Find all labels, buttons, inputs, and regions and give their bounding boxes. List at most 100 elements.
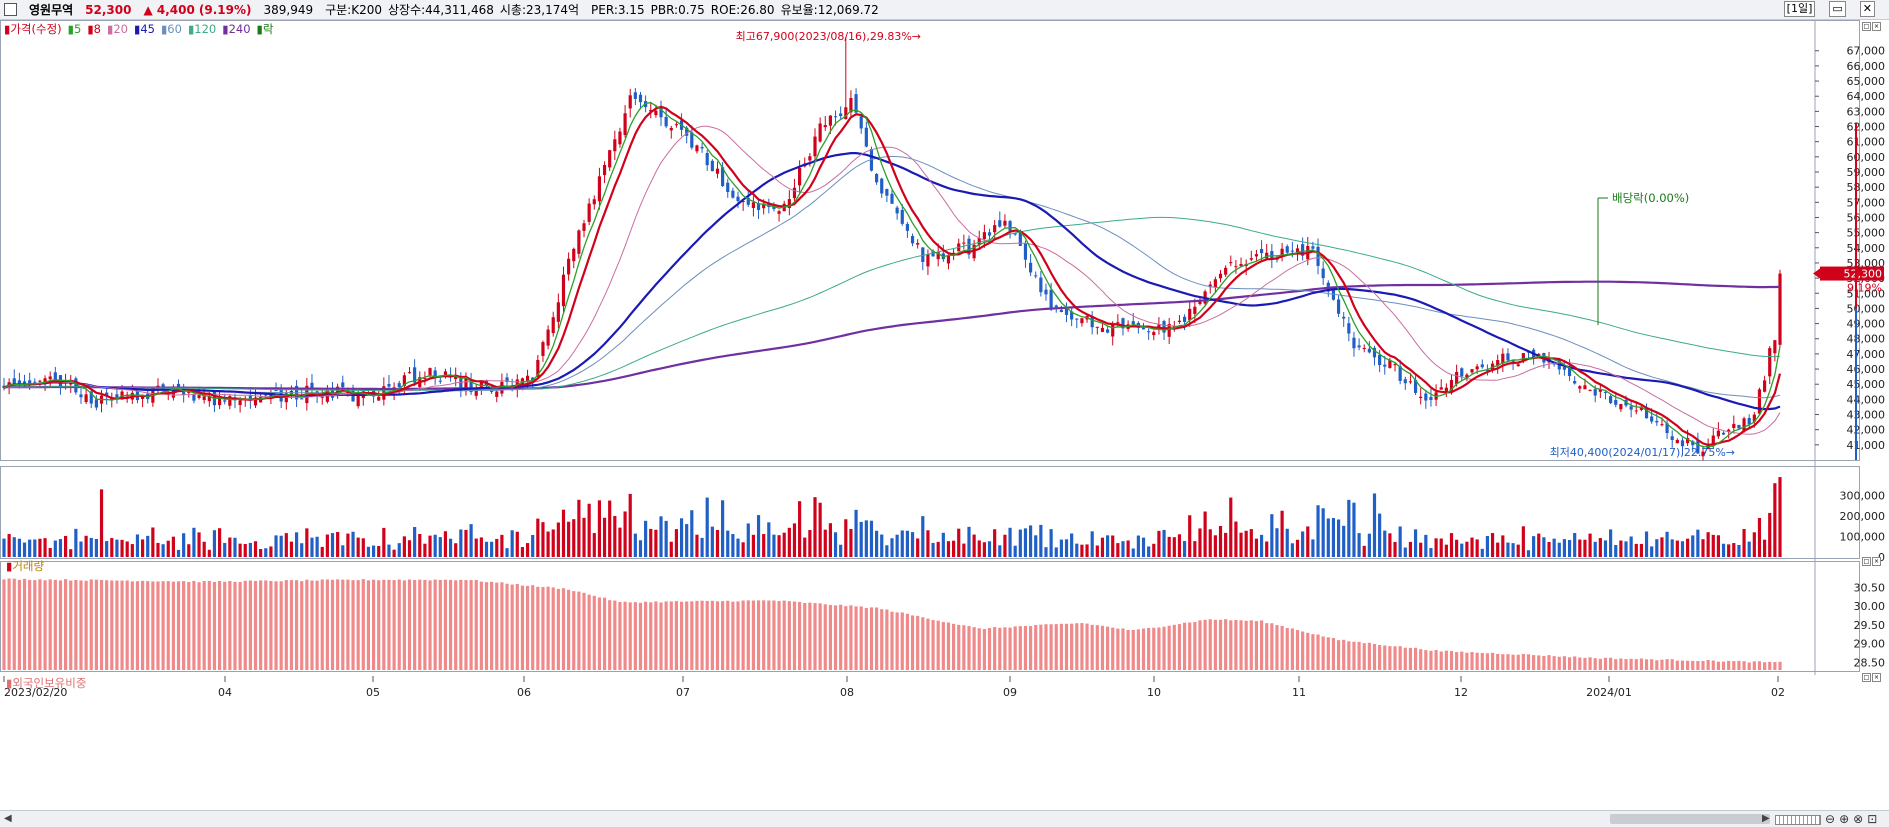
foreign-bar: [423, 579, 427, 670]
foreign-bar: [140, 580, 145, 670]
foreign-bar: [900, 612, 904, 670]
stock-name[interactable]: 영원무역: [29, 3, 74, 17]
volume-bar: [187, 544, 191, 557]
volume-bar: [284, 533, 288, 557]
candle-body: [192, 394, 196, 401]
volume-bar: [977, 540, 981, 557]
volume-bar: [105, 541, 109, 557]
zoom-out-icon[interactable]: ⊖: [1825, 812, 1836, 826]
foreign-bar: [1778, 661, 1782, 670]
minimize-icon[interactable]: ▭: [1829, 1, 1846, 17]
volume-bar: [726, 530, 730, 557]
foreign-bar: [1064, 623, 1069, 670]
foreign-bar: [330, 579, 335, 670]
period-button[interactable]: [1일]: [1783, 1, 1816, 17]
high-annotation: 최고67,900(2023/08/16),29.83%→: [736, 30, 921, 43]
candle-body: [1778, 273, 1782, 345]
scroll-left-icon[interactable]: ◀: [4, 813, 12, 824]
candle-body: [700, 147, 704, 149]
foreign-panel-restore-icon[interactable]: □: [1862, 673, 1871, 682]
foreign-bar: [1270, 623, 1274, 670]
legend-item: ▮가격(수정): [4, 22, 62, 36]
volume-bar: [941, 532, 945, 557]
foreign-bar: [772, 600, 776, 670]
volume-bar: [1378, 513, 1382, 557]
volume-bar: [1747, 541, 1751, 557]
volume-tick-label: 0: [1878, 551, 1885, 564]
candle-body: [1198, 299, 1202, 304]
volume-bar: [864, 520, 868, 557]
ma-line-60: [3, 155, 1781, 399]
candle-body: [1506, 353, 1510, 361]
candle-body: [1501, 353, 1505, 364]
stock-chart[interactable]: 최고67,900(2023/08/16),29.83%→ 최저40,400(202…: [0, 20, 1889, 810]
candle-body: [1316, 246, 1320, 266]
foreign-bar: [859, 606, 863, 670]
candle-body: [253, 397, 258, 406]
volume-panel-restore-icon[interactable]: □: [1862, 557, 1871, 566]
panel-close-icon[interactable]: ×: [1872, 22, 1881, 31]
volume-bar: [1167, 536, 1171, 557]
volume-bar: [844, 519, 848, 557]
foreign-bar: [623, 601, 627, 670]
ma-line-5: [3, 102, 1781, 448]
x-tick-label: 02: [1771, 686, 1785, 699]
horizontal-scrollbar[interactable]: ◀ ▶ ⊖ ⊕ ⊗ ⊡: [0, 810, 1889, 827]
volume-bar: [1475, 539, 1479, 557]
select-checkbox[interactable]: [4, 3, 17, 16]
foreign-bar: [546, 586, 550, 670]
volume-bar: [731, 534, 735, 557]
range-slider-icon[interactable]: [1775, 815, 1821, 825]
foreign-bar: [346, 579, 350, 670]
foreign-bar: [500, 582, 504, 670]
scroll-right-icon[interactable]: ▶: [1762, 813, 1770, 824]
candle-body: [1059, 309, 1063, 313]
candle-body: [674, 124, 679, 126]
volume-bar: [351, 531, 355, 557]
volume-bar: [1229, 497, 1233, 557]
volume-bar: [2, 538, 6, 557]
foreign-bar: [1018, 626, 1022, 670]
foreign-bar: [161, 581, 165, 670]
foreign-bar: [1352, 641, 1356, 670]
volume-bar: [1439, 538, 1443, 557]
foreign-bar: [341, 579, 345, 670]
volume-bar: [1501, 535, 1505, 557]
candle-body: [1552, 363, 1556, 365]
price-tick-label: 55,000: [1847, 227, 1886, 240]
zoom-in-icon[interactable]: ⊕: [1839, 812, 1850, 826]
volume-bar: [17, 538, 21, 557]
foreign-bar: [17, 579, 21, 670]
volume-panel-close-icon[interactable]: ×: [1872, 557, 1881, 566]
zoom-reset-icon[interactable]: ⊗: [1853, 812, 1864, 826]
volume-bar: [1013, 545, 1017, 557]
foreign-bar: [1213, 619, 1217, 670]
candle-body: [849, 97, 853, 113]
volume-bar: [1059, 539, 1063, 557]
foreign-bar: [962, 625, 966, 670]
foreign-bar: [1537, 655, 1541, 670]
volume-bar: [721, 500, 725, 557]
last-pct-label: 9.19%: [1847, 282, 1882, 295]
foreign-bar: [998, 627, 1002, 670]
foreign-bar: [43, 580, 47, 670]
candle-body: [1593, 389, 1597, 396]
foreign-bar: [1583, 657, 1587, 670]
candle-body: [859, 116, 863, 129]
candle-body: [1485, 369, 1490, 371]
volume-bar: [669, 541, 673, 557]
fit-icon[interactable]: ⊡: [1867, 812, 1878, 826]
scroll-thumb[interactable]: [1610, 814, 1770, 824]
panel-restore-icon[interactable]: □: [1862, 22, 1871, 31]
foreign-bar: [407, 579, 412, 670]
volume-bar: [1444, 544, 1448, 557]
close-icon[interactable]: ✕: [1859, 1, 1875, 17]
volume-bar: [1455, 539, 1459, 557]
candle-body: [885, 189, 889, 196]
foreign-bar: [336, 579, 340, 670]
foreign-bar: [1670, 659, 1674, 670]
candle-body: [1701, 451, 1705, 457]
foreign-bar: [833, 605, 838, 670]
foreign-panel-close-icon[interactable]: ×: [1872, 673, 1881, 682]
volume-bar: [957, 528, 961, 557]
